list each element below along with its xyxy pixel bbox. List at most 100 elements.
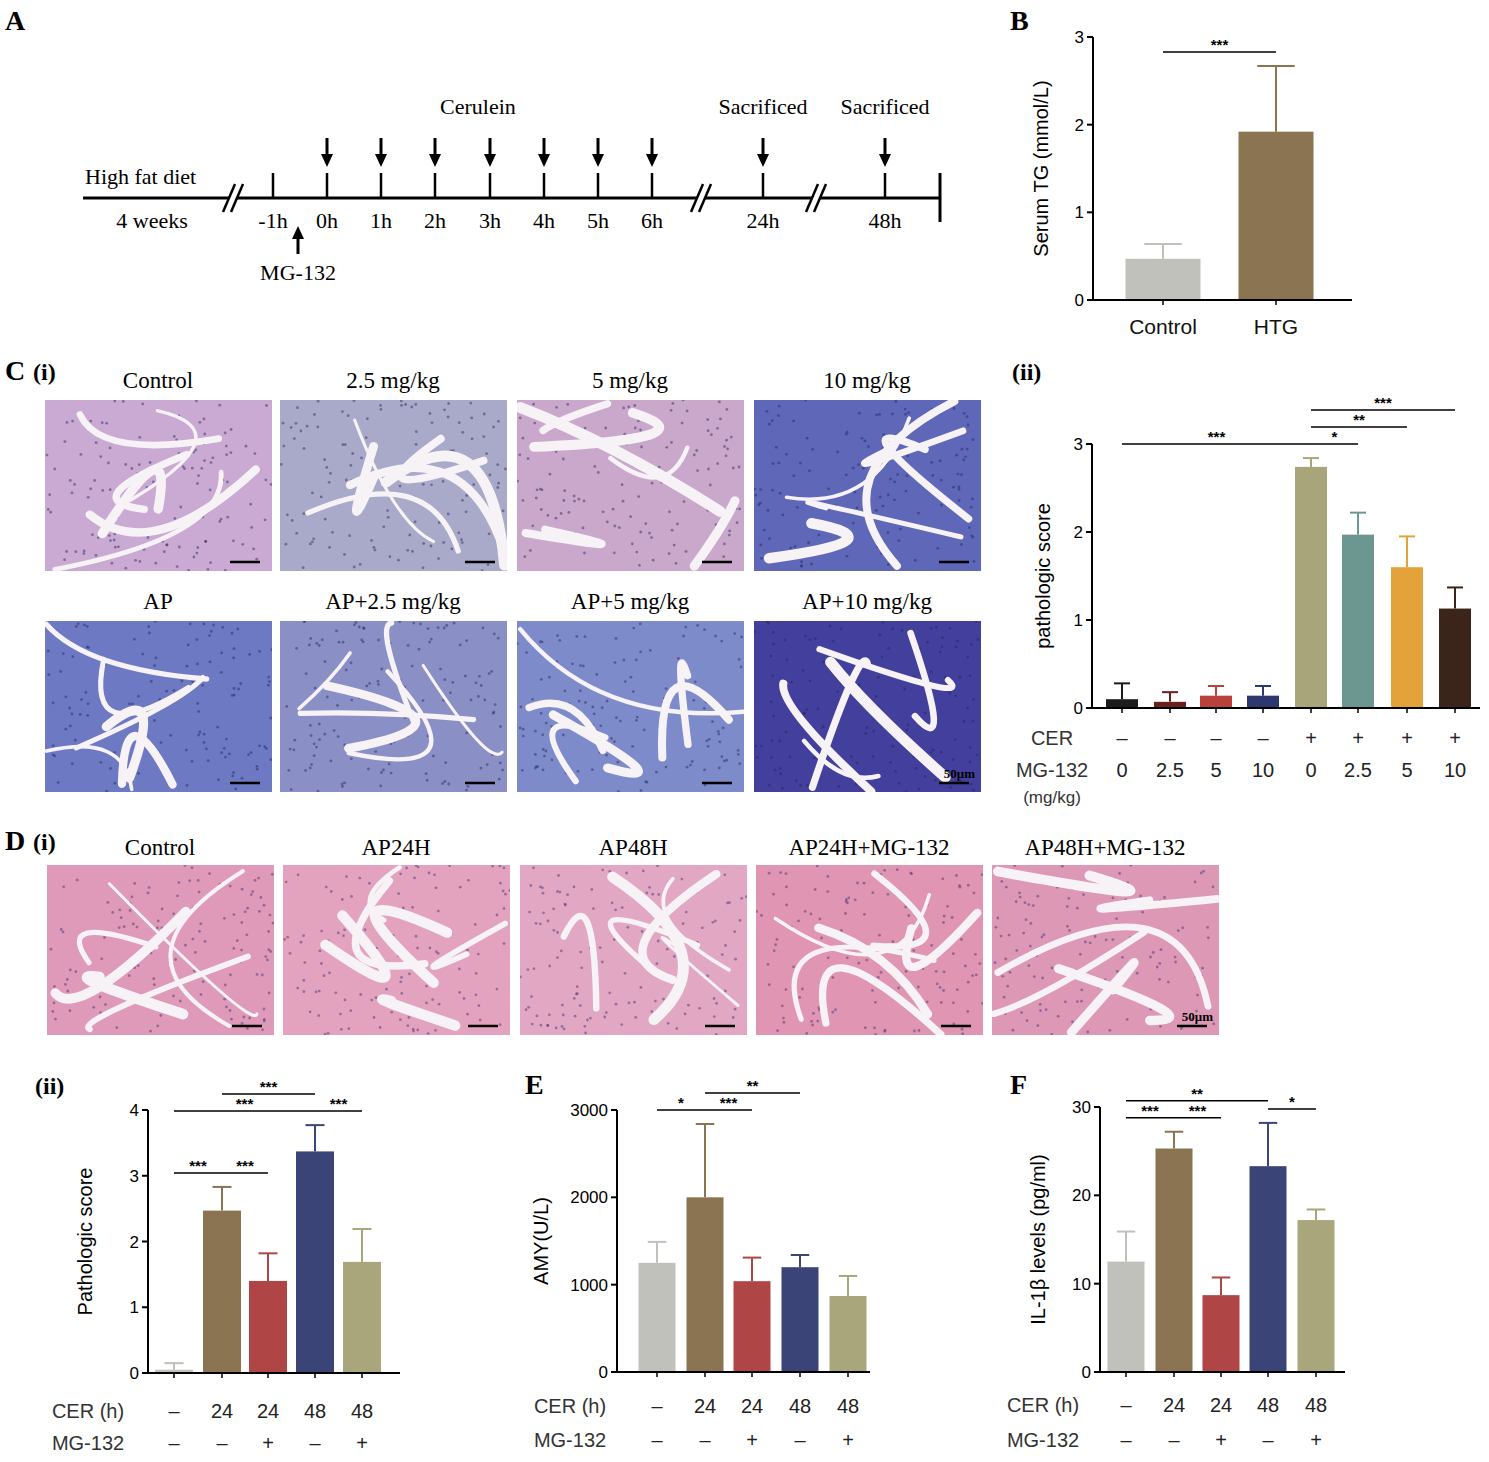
nucleus [580,966,583,969]
panel-label: (ii) [35,1073,64,1099]
nucleus [269,717,272,720]
error-stem [1275,66,1277,132]
micrograph-tissue [517,621,744,792]
nucleus [295,422,298,425]
nucleus [675,562,678,565]
nucleus [822,726,825,729]
nucleus [716,427,719,430]
nucleus [204,540,207,543]
septum [694,501,735,566]
nucleus [415,430,418,433]
y-tick-label: 0 [1074,699,1083,718]
nucleus [442,480,445,483]
nucleus [497,637,500,640]
nucleus [415,443,418,446]
timeline-tick-label: 48h [869,208,902,233]
micrograph-title: AP+10 mg/kg [802,589,932,614]
nucleus [785,731,788,734]
nucleus [365,436,368,439]
nucleus [827,487,830,490]
micrograph-tissue [754,400,981,571]
nucleus [631,745,634,748]
nucleus [1003,996,1006,999]
nucleus [682,400,685,402]
nucleus [465,639,468,642]
nucleus [1022,932,1025,935]
nucleus [1196,994,1199,997]
nucleus [723,543,726,546]
axis-break-gap [691,184,711,212]
septum [906,913,977,967]
nucleus [566,403,569,406]
nucleus [856,506,859,509]
nucleus [101,489,104,492]
nucleus [153,664,156,667]
nucleus [447,402,450,405]
nucleus [685,911,688,914]
nucleus [203,433,206,436]
scale-bar [1177,1025,1207,1028]
septum [873,874,926,947]
arrow-head [538,154,550,167]
nucleus [439,668,442,671]
nucleus [714,635,717,638]
nucleus [141,403,144,406]
nucleus [408,1016,411,1019]
nucleus [673,955,676,958]
nucleus [720,640,723,643]
nucleus [427,1032,430,1035]
category-unit: (mg/kg) [1023,788,1081,807]
nucleus [65,695,68,698]
nucleus [254,452,257,455]
nucleus [52,744,55,747]
nucleus [486,763,489,766]
x-tick [1121,708,1123,713]
nucleus [522,728,525,731]
nucleus [994,961,997,964]
nucleus [547,920,550,923]
nucleus [708,738,711,741]
micrograph-tissue [756,865,983,1035]
nucleus [650,536,653,539]
nucleus [768,983,771,986]
nucleus [1080,1000,1083,1003]
nucleus [408,534,411,537]
nucleus [872,730,875,733]
nucleus [878,413,881,416]
nucleus [790,681,793,684]
nucleus [314,687,317,690]
arrow-head [429,154,441,167]
nucleus [966,448,969,451]
nucleus [130,467,133,470]
nucleus [677,657,680,660]
nucleus [345,669,348,672]
nucleus [709,484,712,487]
nucleus [975,974,978,977]
nucleus [584,1032,587,1035]
nucleus [578,498,581,501]
nucleus [882,621,885,624]
nucleus [133,882,136,885]
nucleus [534,767,537,770]
nucleus [522,499,525,502]
nucleus [499,882,502,885]
nucleus [635,719,638,722]
nucleus [71,420,74,423]
injection-label: Cerulein [440,94,516,119]
nucleus [223,998,226,1001]
bar-chart: 0123pathologic score–0–2.5–5–10+0+2.5+5+… [1016,394,1480,807]
nucleus [89,420,92,423]
nucleus [323,458,326,461]
nucleus [74,739,77,742]
nucleus [218,404,221,407]
nucleus [540,712,543,715]
nucleus [820,937,823,940]
error-cap [1162,691,1178,693]
nucleus [178,546,181,549]
nucleus [883,869,886,872]
nucleus [1019,896,1022,899]
nucleus [315,642,318,645]
nucleus [189,622,192,625]
nucleus [481,569,484,571]
micrograph [280,400,507,571]
